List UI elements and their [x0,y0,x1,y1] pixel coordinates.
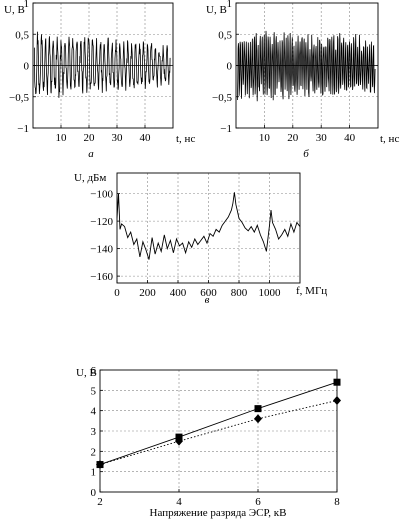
y-tick-label: −0,5 [9,92,29,104]
y-tick-label: 0,5 [218,29,232,41]
chart-c: 0 200 400 600 800 1000 −160 −140 −120 −100 U, дБм f… [74,172,327,306]
x-tick-label: 6 [255,496,261,508]
x-tick-label: 0 [114,287,120,299]
x-tick-label: 4 [176,496,182,508]
series-line-square [99,381,338,466]
y-tick-label: 1 [91,467,97,479]
y-axis-label: U, В [206,4,227,16]
x-tick-label: 400 [170,287,187,299]
panel-caption: в [205,294,210,306]
y-tick-label: 3 [91,426,97,438]
series-point-square [254,405,262,413]
y-tick-label: −1 [17,123,29,135]
chart-b: 10 20 30 40 −1 −0,5 0 0,5 1U, В t, нс б [206,0,399,160]
x-axis-label: t, нс [176,133,195,145]
y-tick-label: −1 [220,123,232,135]
signal-line [34,31,171,98]
y-axis-label: U, дБм [74,172,106,184]
series-point-diamond [96,460,104,470]
panel-caption: а [88,148,94,160]
chart-a: 10 20 30 40 −1 −0,5 0 0,5 1U, В t, нс а [4,0,195,160]
x-tick-label: 600 [200,287,217,299]
y-tick-label: 0 [227,61,233,73]
y-axis-label: U, В [76,367,97,379]
x-tick-label: 10 [259,132,271,144]
y-tick-label: 0 [91,487,97,499]
x-axis-label: Напряжение разряда ЭСР, кВ [150,507,287,519]
x-tick-label: 8 [334,496,340,508]
y-tick-label: 0,5 [15,29,29,41]
series-point-diamond [175,436,183,446]
x-axis-label: t, нс [380,133,399,145]
series-point-square [333,378,341,386]
y-tick-label: −0,5 [212,92,232,104]
y-tick-label: 6 [91,365,97,377]
series-point-diamond [333,396,341,405]
x-tick-label: 800 [231,287,248,299]
x-axis-label: f, МГц [296,285,327,297]
y-tick-label: −160 [90,271,113,283]
x-tick-label: 10 [56,132,68,144]
spectrum-line [116,192,301,260]
x-tick-label: 20 [84,132,96,144]
y-axis-label: U, В [4,4,25,16]
y-tick-label: −100 [90,189,113,201]
x-tick-label: 30 [112,132,124,144]
x-tick-label: 1000 [259,287,282,299]
y-tick-label: 2 [91,446,97,458]
y-tick-label: 1 [24,0,30,10]
x-tick-label: 40 [140,132,152,144]
series-line-diamond [99,400,338,466]
y-tick-label: 5 [91,385,97,397]
series-point-diamond [254,414,262,424]
x-tick-label: 20 [287,132,299,144]
x-tick-label: 40 [344,132,356,144]
y-tick-label: 1 [227,0,233,10]
y-tick-label: −140 [90,244,113,256]
panel-caption: б [303,148,309,160]
signal-line [237,30,376,102]
x-tick-label: 30 [316,132,328,144]
x-tick-label: 200 [139,287,156,299]
y-tick-label: 0 [24,61,30,73]
y-tick-label: 4 [91,406,97,418]
y-tick-label: −120 [90,216,113,228]
x-tick-label: 2 [97,496,103,508]
